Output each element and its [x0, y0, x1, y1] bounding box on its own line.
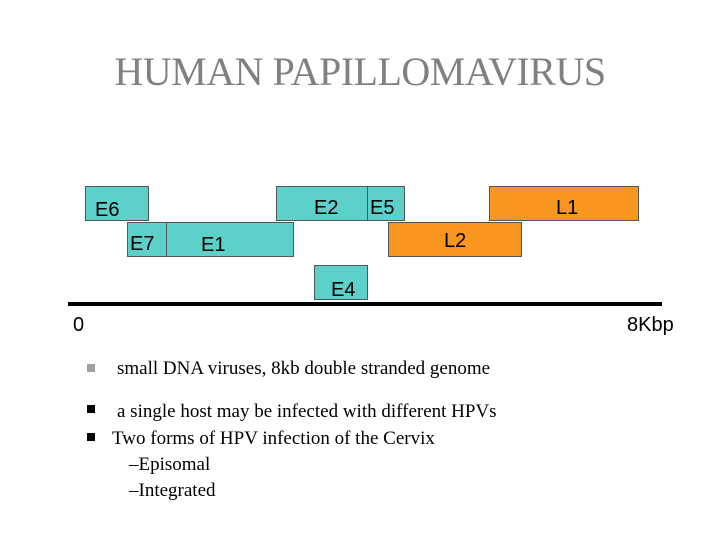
- gene-l2-label: L2: [444, 230, 467, 252]
- gene-l1-label: L1: [556, 197, 579, 219]
- bullet-item: a single host may be infected with diffe…: [117, 401, 497, 422]
- bullet-square-icon: [87, 364, 95, 372]
- sub-item: –Integrated: [129, 480, 216, 501]
- gene-e2-label: E2: [314, 197, 339, 219]
- bullet-square-icon: [87, 433, 95, 441]
- genome-line: [68, 302, 662, 306]
- bullet-item: small DNA viruses, 8kb double stranded g…: [117, 358, 491, 379]
- gene-l2: L2: [388, 222, 522, 257]
- gene-e2: E2: [276, 186, 368, 221]
- gene-e6-label: E6: [95, 199, 120, 221]
- gene-e4-label: E4: [331, 279, 356, 301]
- gene-e5-label: E5: [370, 197, 395, 219]
- axis-start-label: 0: [73, 314, 85, 336]
- sub-item: –Episomal: [129, 454, 211, 475]
- gene-e6: E6: [85, 186, 149, 221]
- gene-e7: E7: [127, 222, 167, 257]
- slide-title: HUMAN PAPILLOMAVIRUS: [114, 49, 606, 94]
- bullet-square-icon: [87, 405, 95, 413]
- gene-e4: E4: [314, 265, 368, 300]
- gene-e1: E1: [166, 222, 294, 257]
- gene-e5: E5: [367, 186, 405, 221]
- gene-l1: L1: [489, 186, 639, 221]
- gene-e7-label: E7: [130, 233, 155, 255]
- axis-end-label: 8Kbp: [627, 314, 674, 336]
- gene-e1-label: E1: [201, 234, 226, 256]
- bullet-item: Two forms of HPV infection of the Cervix: [112, 428, 435, 449]
